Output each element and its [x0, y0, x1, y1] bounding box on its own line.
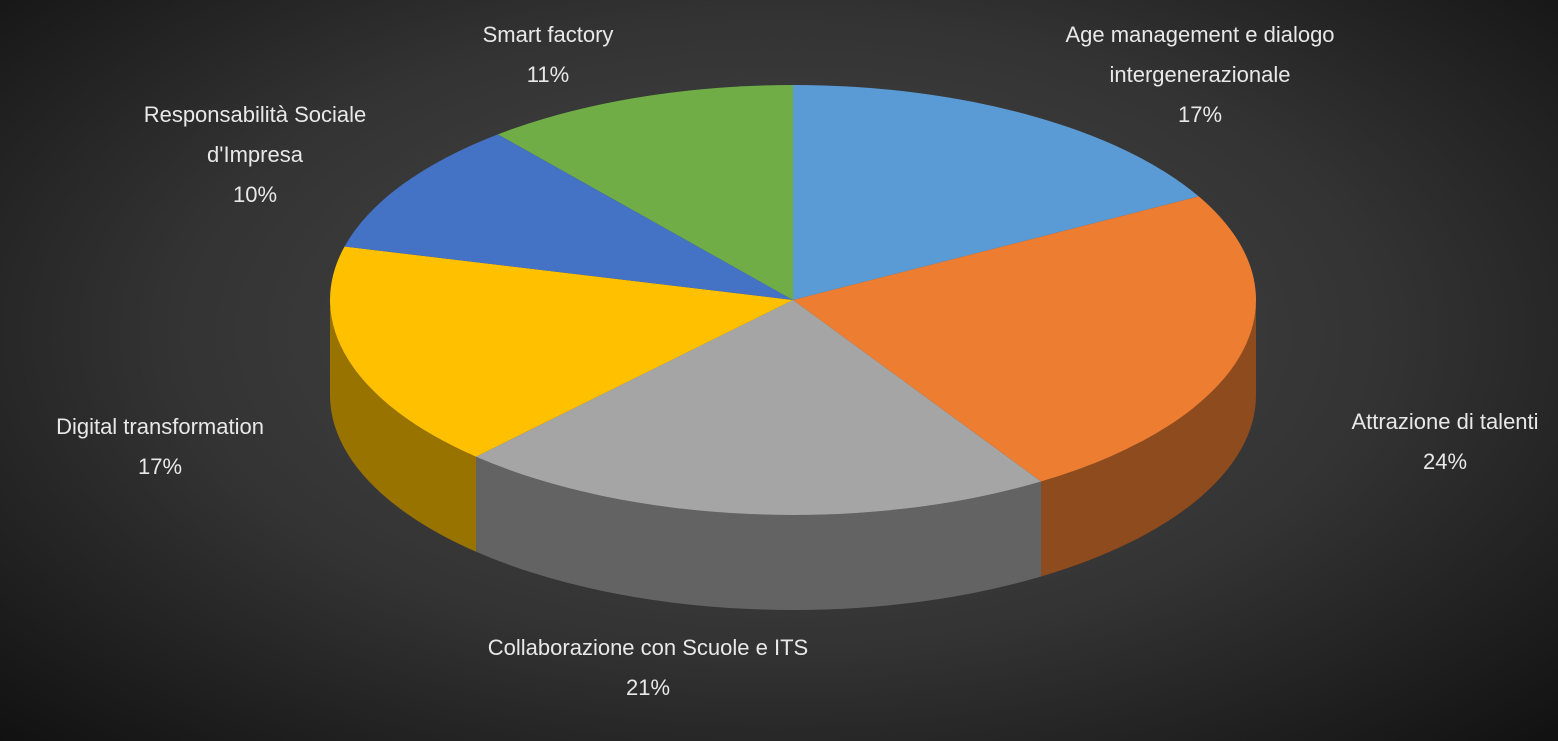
value-label: 24%: [1422, 449, 1468, 474]
slice-side: [330, 300, 477, 552]
slice: [497, 85, 793, 300]
slice: [344, 134, 793, 300]
category-label: Digital transformation: [56, 414, 264, 439]
value-label: 17%: [1177, 102, 1223, 127]
data-label: Attrazione di talenti 24%: [1315, 402, 1558, 482]
slice: [476, 300, 1042, 515]
slice: [330, 246, 793, 457]
category-label: Age management e dialogo intergenerazion…: [1065, 22, 1335, 87]
slice-side: [1041, 300, 1256, 577]
data-label: Responsabilità Sociale d'Impresa 10%: [100, 95, 410, 215]
slice-side: [476, 456, 1042, 610]
value-label: 17%: [137, 454, 183, 479]
data-label: Collaborazione con Scuole e ITS 21%: [453, 628, 843, 708]
data-label: Digital transformation 17%: [0, 407, 320, 487]
slice: [793, 85, 1199, 300]
slice: [793, 196, 1256, 482]
data-label: Age management e dialogo intergenerazion…: [1010, 15, 1390, 135]
value-label: 11%: [526, 62, 570, 87]
data-label: Smart factory 11%: [423, 15, 673, 95]
value-label: 21%: [625, 675, 671, 700]
category-label: Attrazione di talenti: [1351, 409, 1539, 434]
category-label: Smart factory: [482, 22, 614, 47]
value-label: 10%: [232, 182, 278, 207]
category-label: Responsabilità Sociale d'Impresa: [143, 102, 367, 167]
category-label: Collaborazione con Scuole e ITS: [487, 635, 809, 660]
